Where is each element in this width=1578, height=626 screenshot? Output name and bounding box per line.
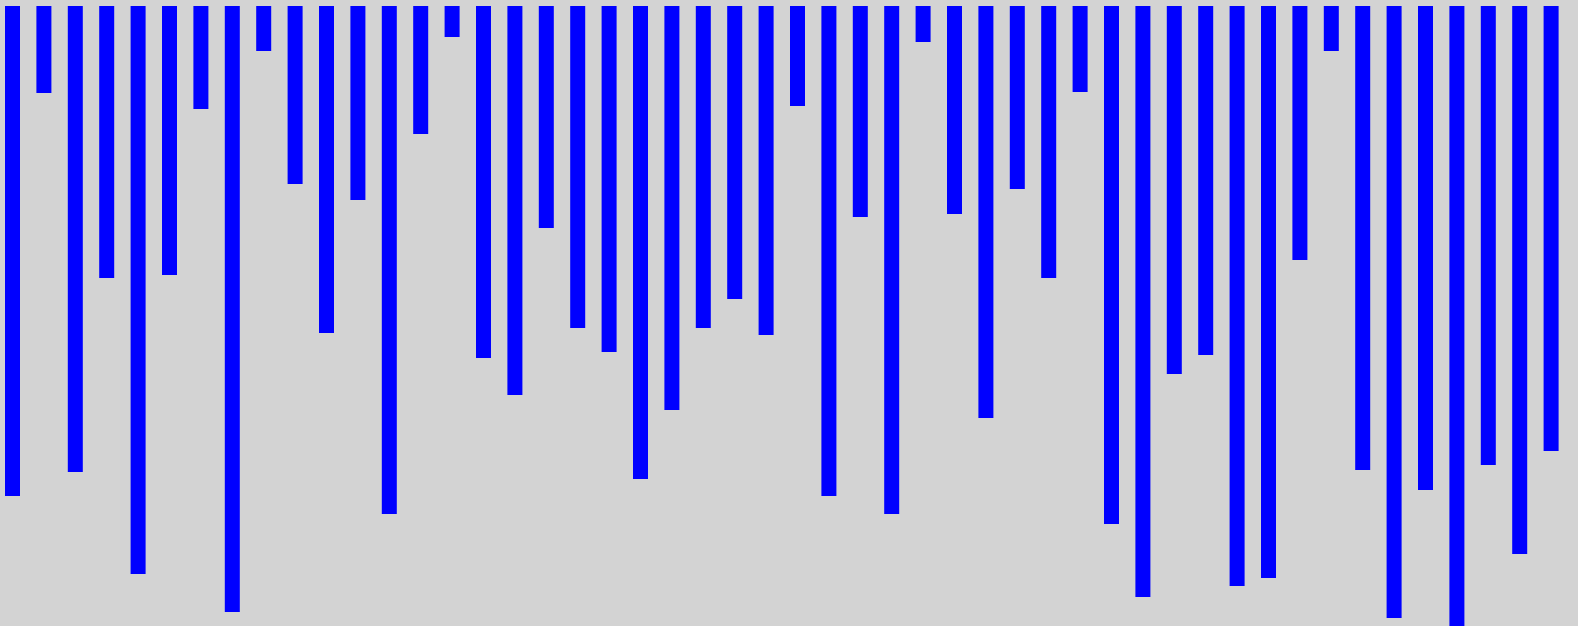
bar-38 [1166,6,1182,374]
bar-9 [256,6,272,51]
bar-50 [1543,6,1559,451]
bar-49 [1512,6,1528,554]
bar-34 [1041,6,1057,278]
bar-2 [36,6,52,93]
bar-39 [1198,6,1214,355]
bar-35 [1072,6,1088,92]
bar-14 [413,6,429,134]
bar-41 [1261,6,1276,578]
bar-1 [5,6,20,496]
bar-36 [1104,6,1119,524]
bar-15 [444,6,460,37]
bar-46 [1418,6,1433,490]
bar-5 [130,6,146,574]
bar-27 [821,6,837,496]
bar-26 [790,6,805,106]
bar-18 [538,6,554,228]
bar-28 [852,6,868,217]
bar-4 [99,6,115,278]
bar-48 [1480,6,1496,465]
bar-33 [1009,6,1025,189]
bar-16 [476,6,491,358]
bar-7 [193,6,209,109]
bar-43 [1323,6,1339,51]
bar-32 [978,6,994,418]
bar-11 [319,6,334,333]
bar-31 [947,6,962,214]
bar-8 [224,6,240,612]
bar-40 [1229,6,1245,586]
bar-23 [695,6,711,328]
bar-44 [1355,6,1371,470]
bar-47 [1449,6,1465,626]
bar-21 [633,6,648,479]
bar-37 [1135,6,1151,597]
bar-19 [570,6,586,328]
bar-series [5,6,1559,626]
bar-25 [758,6,774,335]
bar-42 [1292,6,1308,260]
bar-20 [601,6,617,352]
bar-29 [884,6,900,514]
bar-3 [67,6,83,472]
bar-6 [162,6,177,275]
bar-45 [1386,6,1402,618]
bar-17 [507,6,523,395]
bar-24 [727,6,743,299]
bar-10 [287,6,303,184]
bar-12 [350,6,366,200]
bar-22 [664,6,680,410]
bar-13 [381,6,397,514]
bar-30 [915,6,931,42]
